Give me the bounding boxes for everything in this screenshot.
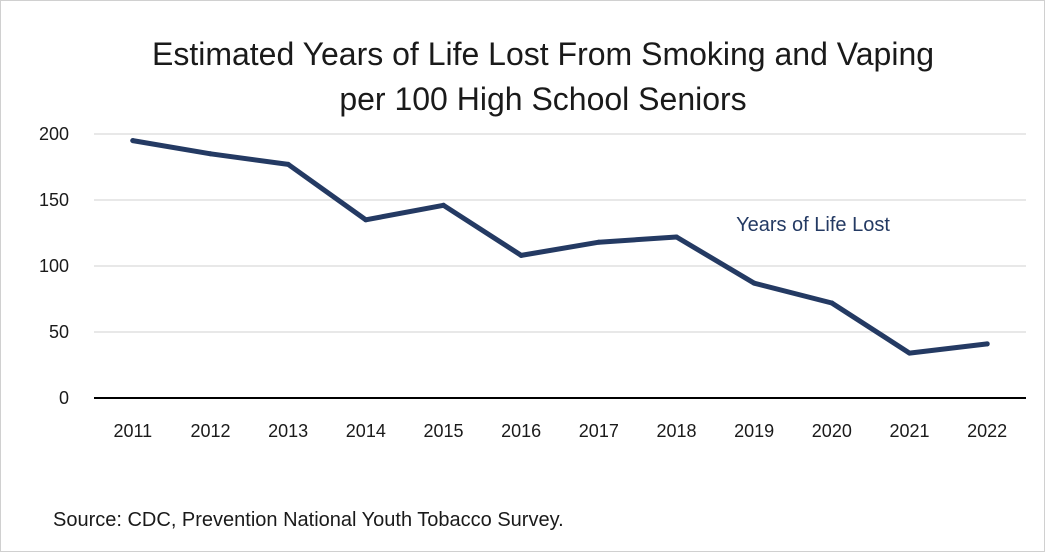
data-point	[208, 151, 213, 157]
data-point	[596, 239, 602, 245]
series-lines	[130, 138, 990, 356]
data-point	[829, 300, 835, 306]
x-tick-label: 2016	[501, 421, 541, 441]
x-tick-label: 2012	[190, 421, 230, 441]
x-tick-label: 2015	[423, 421, 463, 441]
series-labels: Years of Life Lost	[736, 214, 890, 236]
chart-title-line: per 100 High School Seniors	[339, 81, 746, 117]
x-tick-label: 2014	[346, 421, 386, 441]
x-axis-ticks: 2011 2012 2013 2014 2015 2016 2017 2018 2019 2020…	[113, 421, 1007, 441]
data-point	[441, 202, 446, 208]
data-point	[285, 161, 291, 167]
y-tick-label: 150	[39, 190, 69, 210]
x-tick-label: 2018	[656, 421, 696, 441]
y-axis-ticks: 0 50 100 150 200	[39, 124, 69, 408]
data-point	[751, 280, 757, 286]
x-tick-label: 2011	[113, 421, 152, 441]
y-tick-label: 50	[49, 322, 69, 342]
gridlines	[94, 133, 1026, 399]
data-point	[674, 234, 679, 240]
x-tick-label: 2020	[812, 421, 852, 441]
data-point	[907, 350, 912, 356]
y-tick-label: 0	[59, 388, 69, 408]
data-point	[130, 138, 136, 144]
chart-title: Estimated Years of Life Lost From Smokin…	[152, 36, 934, 117]
data-point	[363, 217, 369, 223]
chart-title-line: Estimated Years of Life Lost From Smokin…	[152, 36, 934, 72]
y-tick-label: 100	[39, 256, 69, 276]
x-tick-label: 2022	[967, 421, 1007, 441]
data-point	[518, 252, 524, 258]
x-tick-label: 2013	[268, 421, 308, 441]
x-tick-label: 2021	[889, 421, 929, 441]
x-tick-label: 2019	[734, 421, 774, 441]
series-line	[130, 138, 990, 356]
x-tick-label: 2017	[579, 421, 619, 441]
source-note: Source: CDC, Prevention National Youth T…	[53, 509, 564, 531]
data-point	[984, 341, 990, 347]
y-tick-label: 200	[39, 124, 69, 144]
series-label: Years of Life Lost	[736, 214, 890, 236]
